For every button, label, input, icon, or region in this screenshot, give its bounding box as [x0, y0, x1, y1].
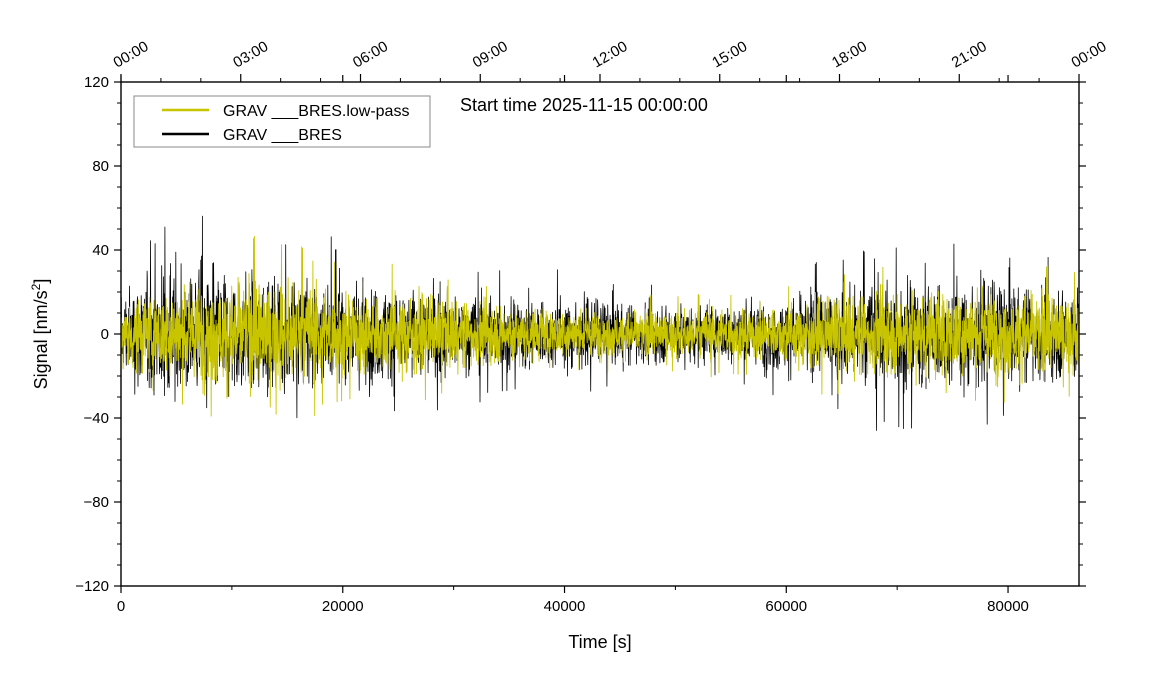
start-time-annotation: Start time 2025-11-15 00:00:00 [460, 95, 708, 115]
legend-label-raw: GRAV ___BRES [223, 127, 342, 144]
series-line-low-pass [120, 235, 1080, 417]
x-axis-title: Time [s] [568, 632, 631, 652]
legend: GRAV ___BRES.low-pass GRAV ___BRES [133, 95, 431, 148]
x-tick-label: 40000 [544, 598, 586, 615]
y-axis-title-sup: 2 [29, 283, 43, 290]
y-tick-label: 0 [101, 326, 109, 343]
legend-box [133, 95, 431, 148]
series-layer [120, 215, 1080, 431]
y-tick-label: −120 [75, 578, 109, 595]
y-tick-label: 40 [92, 242, 109, 259]
y-axis-title-end: ] [31, 279, 51, 284]
y-tick-label: −40 [84, 410, 109, 427]
y-tick-label: −80 [84, 494, 109, 511]
y-axis-title: Signal [nm/s2] [29, 279, 51, 390]
y-tick-label: 120 [84, 74, 109, 91]
x-tick-label: 80000 [987, 598, 1029, 615]
y-tick-label: 80 [92, 158, 109, 175]
x-tick-label: 20000 [322, 598, 364, 615]
x-tick-label: 0 [117, 598, 125, 615]
x-tick-label: 60000 [765, 598, 807, 615]
y-axis-title-main: Signal [nm/s [31, 290, 51, 389]
legend-label-low-pass: GRAV ___BRES.low-pass [223, 103, 409, 120]
